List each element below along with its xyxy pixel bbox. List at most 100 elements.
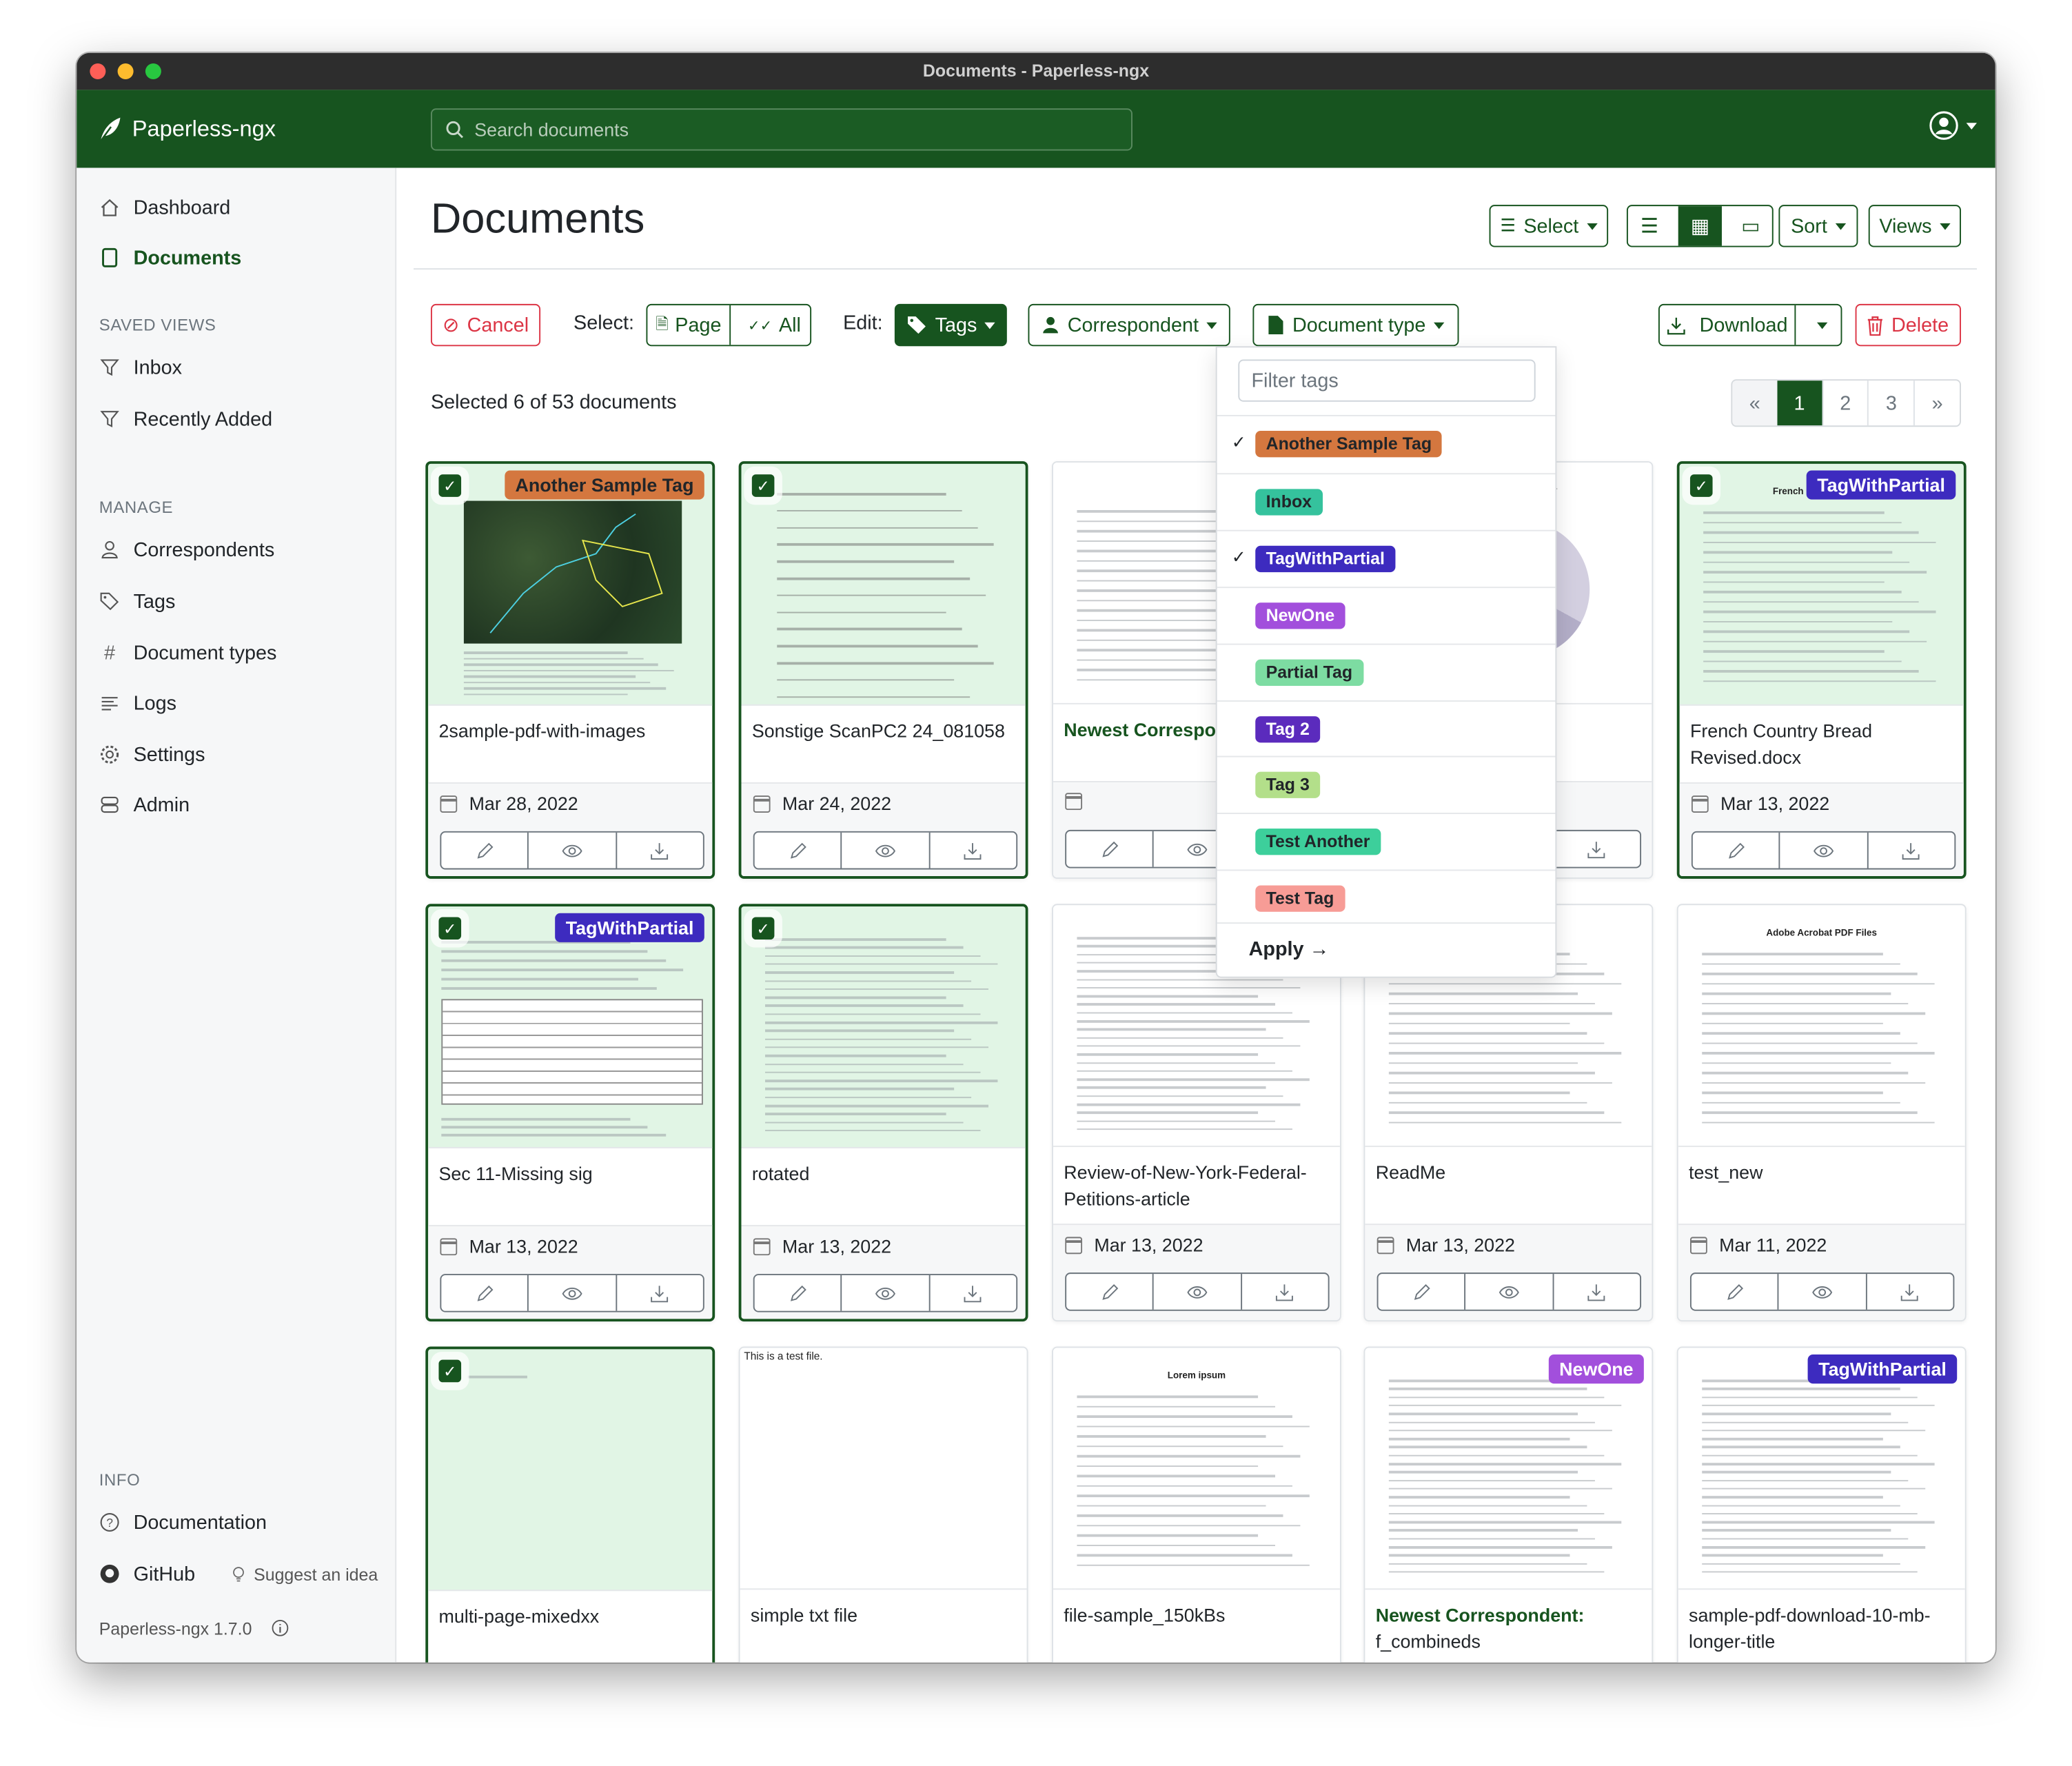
- document-card[interactable]: ✓ TagWithPartial Sec 11-Missing sig Mar 13,…: [425, 904, 715, 1322]
- pagination-next[interactable]: »: [1913, 380, 1960, 426]
- preview-button[interactable]: [1779, 832, 1867, 869]
- correspondent-dropdown-button[interactable]: Correspondent: [1028, 303, 1230, 347]
- preview-button[interactable]: [527, 1275, 616, 1311]
- tag-option[interactable]: ✓ TagWithPartial: [1217, 529, 1556, 586]
- views-dropdown-button[interactable]: Views: [1868, 205, 1961, 247]
- tag-badge[interactable]: TagWithPartial: [1806, 470, 1956, 500]
- minimize-window-button[interactable]: [117, 63, 134, 80]
- preview-button[interactable]: [1464, 1274, 1552, 1310]
- download-button[interactable]: [615, 832, 703, 869]
- suggest-idea-link[interactable]: Suggest an idea: [230, 1558, 378, 1590]
- tag-option[interactable]: Partial Tag: [1217, 642, 1556, 700]
- tag-option[interactable]: Tag 3: [1217, 756, 1556, 813]
- sidebar-item-dashboard[interactable]: Dashboard: [99, 192, 230, 223]
- edit-button[interactable]: [441, 833, 527, 869]
- preview-button[interactable]: [1152, 1274, 1240, 1310]
- preview-button[interactable]: [840, 832, 928, 869]
- document-card[interactable]: NewOne Newest Correspondent: f_combineds: [1363, 1346, 1654, 1663]
- edit-button[interactable]: [755, 833, 841, 869]
- correspondent-link[interactable]: Newest Correspondent:: [1375, 1604, 1585, 1626]
- edit-button[interactable]: [1379, 1274, 1465, 1310]
- document-card[interactable]: Lorem ipsum file-sample_150kBs: [1052, 1346, 1341, 1663]
- download-button[interactable]: [928, 832, 1016, 869]
- edit-button[interactable]: [755, 1275, 841, 1311]
- view-small-cards-button[interactable]: ▦: [1678, 206, 1722, 246]
- sidebar-item-recently-added[interactable]: Recently Added: [99, 403, 272, 435]
- pagination-page-1[interactable]: 1: [1777, 380, 1822, 426]
- document-card[interactable]: ✓ rotated Mar 13, 2022: [738, 904, 1028, 1322]
- preview-button[interactable]: [527, 832, 616, 869]
- sidebar-item-logs[interactable]: Logs: [99, 687, 176, 719]
- document-thumbnail[interactable]: [428, 463, 713, 706]
- select-checkbox[interactable]: ✓: [751, 474, 775, 497]
- preview-button[interactable]: [1152, 831, 1240, 867]
- sort-dropdown-button[interactable]: Sort: [1778, 205, 1858, 247]
- preview-button[interactable]: [1778, 1274, 1865, 1310]
- document-thumbnail[interactable]: [428, 1349, 713, 1592]
- sidebar-item-correspondents[interactable]: Correspondents: [99, 534, 274, 566]
- document-thumbnail[interactable]: [741, 463, 1026, 706]
- tag-badge[interactable]: NewOne: [1548, 1354, 1644, 1384]
- apply-button[interactable]: Apply →: [1248, 938, 1330, 961]
- view-large-cards-button[interactable]: ▭: [1729, 206, 1772, 246]
- pagination-page-3[interactable]: 3: [1867, 380, 1914, 426]
- document-card[interactable]: TagWithPartial sample-pdf-download-10-mb-…: [1676, 1346, 1967, 1663]
- select-dropdown-button[interactable]: ☰ Select: [1489, 205, 1609, 247]
- select-checkbox[interactable]: ✓: [438, 474, 462, 497]
- user-menu-button[interactable]: [1929, 111, 1977, 140]
- zoom-window-button[interactable]: [145, 63, 161, 80]
- sidebar-item-documents[interactable]: Documents: [99, 242, 241, 274]
- document-type-dropdown-button[interactable]: Document type: [1252, 303, 1459, 347]
- download-button[interactable]: [1867, 832, 1954, 869]
- view-table-button[interactable]: ☰: [1628, 206, 1671, 246]
- cancel-selection-button[interactable]: ⊘ Cancel: [430, 303, 541, 347]
- sidebar-item-admin[interactable]: Admin: [99, 789, 190, 821]
- sidebar-item-document-types[interactable]: # Document types: [99, 637, 276, 669]
- sidebar-item-tags[interactable]: Tags: [99, 585, 175, 617]
- info-circle-icon[interactable]: [270, 1618, 289, 1637]
- pagination-prev[interactable]: «: [1732, 380, 1778, 426]
- document-card[interactable]: Adobe Acrobat PDF Files test_new Mar 11, 2…: [1676, 904, 1967, 1322]
- document-card[interactable]: This is a test file. simple txt file: [738, 1346, 1028, 1663]
- document-thumbnail[interactable]: Lorem ipsum: [1053, 1348, 1340, 1590]
- download-button[interactable]: [1240, 1274, 1328, 1310]
- preview-button[interactable]: [840, 1275, 928, 1311]
- edit-button[interactable]: [1692, 1274, 1778, 1310]
- edit-button[interactable]: [1693, 833, 1779, 869]
- download-button[interactable]: [615, 1275, 703, 1311]
- download-button[interactable]: Download: [1660, 305, 1796, 345]
- download-button[interactable]: [1865, 1274, 1953, 1310]
- pagination-page-2[interactable]: 2: [1821, 380, 1868, 426]
- tag-badge[interactable]: Another Sample Tag: [505, 470, 704, 500]
- filter-tags-input[interactable]: Filter tags: [1238, 359, 1536, 402]
- tag-option[interactable]: Tag 2: [1217, 700, 1556, 756]
- select-checkbox[interactable]: ✓: [438, 917, 462, 940]
- document-thumbnail[interactable]: French Country Bread: [1679, 463, 1964, 706]
- download-button[interactable]: [928, 1275, 1016, 1311]
- sidebar-item-github[interactable]: GitHub: [99, 1558, 195, 1590]
- select-all-button[interactable]: ✓✓ All: [739, 305, 810, 345]
- document-card[interactable]: Review-of-New-York-Federal-Petitions-art…: [1052, 904, 1341, 1322]
- document-card[interactable]: ✓ Sonstige ScanPC2 24_081058 Mar 24, 2022: [738, 461, 1028, 879]
- sidebar-item-documentation[interactable]: ? Documentation: [99, 1506, 267, 1538]
- tags-dropdown-button[interactable]: Tags: [894, 303, 1007, 347]
- download-button[interactable]: [1552, 1274, 1640, 1310]
- tag-badge[interactable]: TagWithPartial: [555, 913, 704, 942]
- tag-badge[interactable]: TagWithPartial: [1807, 1354, 1958, 1384]
- select-page-button[interactable]: 🗎 Page: [647, 305, 731, 345]
- document-card[interactable]: ✓ multi-page-mixedxx: [425, 1346, 715, 1663]
- sidebar-item-settings[interactable]: Settings: [99, 739, 205, 771]
- tag-option[interactable]: NewOne: [1217, 586, 1556, 643]
- download-options-toggle[interactable]: [1804, 305, 1841, 345]
- brand-link[interactable]: Paperless-ngx: [98, 90, 276, 168]
- select-checkbox[interactable]: ✓: [1689, 474, 1713, 497]
- tag-option[interactable]: Test Another: [1217, 813, 1556, 870]
- edit-button[interactable]: [1066, 1274, 1152, 1310]
- select-checkbox[interactable]: ✓: [751, 917, 775, 940]
- document-card[interactable]: French Country Bread✓ TagWithPartial Frenc…: [1676, 461, 1967, 879]
- document-card[interactable]: ✓ Another Sample Tag 2sample-pdf-with-imag…: [425, 461, 715, 879]
- edit-button[interactable]: [1066, 831, 1152, 867]
- tag-option[interactable]: Inbox: [1217, 473, 1556, 529]
- close-window-button[interactable]: [90, 63, 106, 80]
- delete-button[interactable]: Delete: [1855, 303, 1961, 347]
